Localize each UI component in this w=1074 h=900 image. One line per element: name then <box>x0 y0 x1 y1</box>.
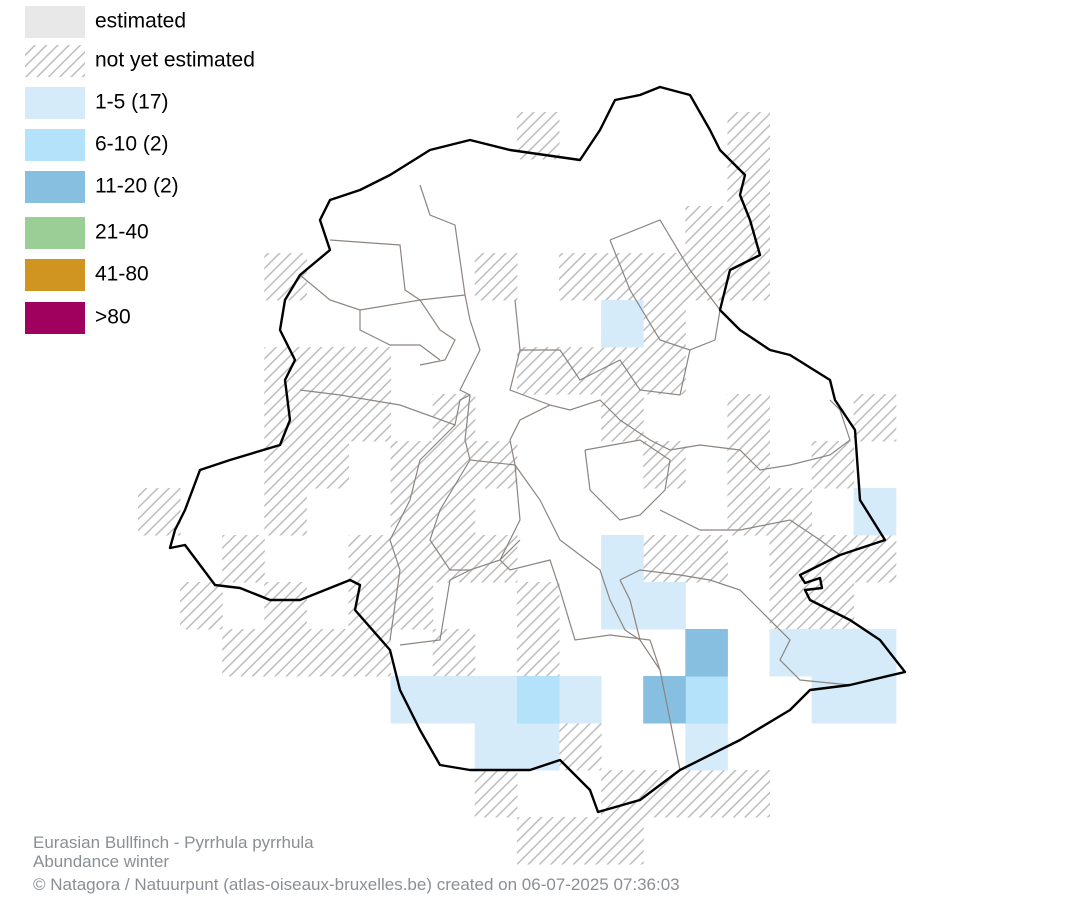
legend-label: >80 <box>95 306 131 329</box>
grid-cell <box>390 488 434 536</box>
legend-swatch <box>25 6 85 38</box>
grid-cell <box>306 394 349 442</box>
legend-label: 11-20 (2) <box>95 175 179 198</box>
grid-cell <box>643 676 686 724</box>
grid-cell <box>390 535 434 583</box>
legend-swatch <box>25 259 85 291</box>
grid-cell <box>432 535 476 583</box>
grid-cell <box>306 441 349 489</box>
grid-cell <box>222 629 265 677</box>
legend: estimated not yet estimated 1-5 (17) 6-10 (… <box>25 6 255 334</box>
grid-cell <box>348 394 392 442</box>
grid-cell <box>727 770 770 818</box>
grid-cell <box>727 112 770 160</box>
legend-label: not yet estimated <box>95 49 255 72</box>
grid-cell <box>685 253 728 301</box>
grid-cell <box>685 206 728 254</box>
grid-cell <box>474 253 518 301</box>
grid-cell <box>727 159 770 207</box>
grid-cell <box>559 723 602 771</box>
legend-label: 1-5 (17) <box>95 91 169 114</box>
grid-cell <box>432 394 476 442</box>
grid-cell <box>811 441 855 489</box>
grid-cell <box>811 582 855 630</box>
grid-cell <box>306 629 349 677</box>
grid-cell <box>559 253 602 301</box>
grid-cell <box>601 535 644 583</box>
grid-cell <box>474 676 518 724</box>
legend-label: 6-10 (2) <box>95 133 169 156</box>
grid-cell <box>559 817 602 865</box>
grid-cell <box>474 723 518 771</box>
grid-cell <box>727 394 770 442</box>
grid-cell <box>811 676 855 724</box>
grid-cell <box>474 770 518 818</box>
grid-cell <box>516 347 560 395</box>
grid-cell <box>348 535 392 583</box>
grid-cell <box>516 817 560 865</box>
legend-swatch <box>25 45 85 77</box>
grid-cell <box>264 629 307 677</box>
grid-cell <box>727 488 770 536</box>
legend-label: 21-40 <box>95 221 149 244</box>
grid-cell <box>348 629 392 677</box>
map-subtitle: Abundance winter <box>33 852 169 871</box>
region-outline <box>168 85 907 814</box>
grid-cell <box>853 676 897 724</box>
grid-cell <box>643 347 686 395</box>
grid-cell <box>685 535 728 583</box>
credit: © Natagora / Natuurpunt (atlas-oiseaux-b… <box>33 875 680 894</box>
grid-cell <box>601 582 644 630</box>
grid-cell <box>685 770 728 818</box>
grid-cell <box>559 676 602 724</box>
grid-cell <box>643 253 686 301</box>
legend-swatch <box>25 87 85 119</box>
legend-swatch <box>25 129 85 161</box>
grid-cell <box>138 488 181 536</box>
grid-cell <box>432 676 476 724</box>
grid-cell <box>601 253 644 301</box>
grid-cell <box>769 629 813 677</box>
grid-cell <box>559 347 602 395</box>
grid-cell <box>811 629 855 677</box>
grid-cell <box>264 582 307 630</box>
grid-cell <box>685 629 728 677</box>
grid-cell <box>264 488 307 536</box>
grid-cell <box>769 535 813 583</box>
species-name: Eurasian Bullfinch - Pyrrhula pyrrhula <box>33 833 314 852</box>
grid-cell <box>727 206 770 254</box>
grid-cell <box>516 629 560 677</box>
grid-cell <box>516 676 560 724</box>
grid-cell <box>643 582 686 630</box>
grid-cell <box>264 394 307 442</box>
grid-cell <box>264 253 307 301</box>
grid-cell <box>432 629 476 677</box>
legend-swatch <box>25 171 85 203</box>
grid-cell <box>601 347 644 395</box>
grid-cell <box>685 676 728 724</box>
grid-cell <box>180 582 223 630</box>
grid-cell <box>222 535 265 583</box>
grid-cell <box>432 441 476 489</box>
legend-swatch <box>25 217 85 249</box>
grid-cell <box>516 582 560 630</box>
grid-cell <box>474 535 518 583</box>
grid-cell <box>264 441 307 489</box>
legend-label: 41-80 <box>95 263 149 286</box>
grid-cell <box>306 347 349 395</box>
grid-cell <box>853 394 897 442</box>
grid-cell <box>727 441 770 489</box>
grid-cell <box>601 394 644 442</box>
legend-swatch <box>25 302 85 334</box>
grid-cell <box>601 300 644 348</box>
grid-cell <box>601 817 644 865</box>
municipal-borders <box>299 184 851 771</box>
grid-cell <box>390 441 434 489</box>
grid-cell <box>348 347 392 395</box>
grid-cell <box>769 488 813 536</box>
legend-label: estimated <box>95 10 186 33</box>
